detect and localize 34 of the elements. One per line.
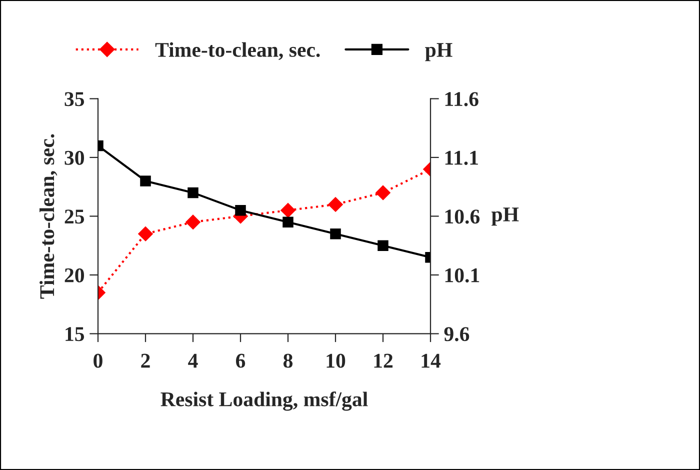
y-axis-title: Time-to-clean, sec. xyxy=(40,134,58,299)
x-tick-label: 2 xyxy=(141,354,150,368)
point xyxy=(328,197,343,212)
point xyxy=(280,202,296,218)
point xyxy=(140,176,151,186)
y-tick-label: 30 xyxy=(64,150,84,165)
legend-label: pH xyxy=(425,43,452,62)
point xyxy=(188,187,198,198)
point xyxy=(186,214,200,230)
point xyxy=(330,228,341,240)
y-tick-label: 15 xyxy=(66,327,84,342)
y-tick-label: 25 xyxy=(64,210,84,224)
y-tick-label: 20 xyxy=(64,268,84,282)
point xyxy=(376,185,390,200)
x-tick-label: 0 xyxy=(94,354,102,368)
y2-tick-label: 9.6 xyxy=(444,327,470,342)
x-axis-title: Resist Loading, msf/gal xyxy=(160,391,368,411)
x-tick-label: 10 xyxy=(326,354,346,368)
x-tick-label: 8 xyxy=(283,354,293,368)
y2-axis-title: pH xyxy=(492,208,519,226)
y2-tick-label: 10.6 xyxy=(445,210,480,224)
x-tick-label: 12 xyxy=(374,354,393,368)
y2-tick-label: 11.1 xyxy=(445,150,478,165)
y-tick-label: 35 xyxy=(64,92,84,106)
legend-label: Time-to-clean, sec. xyxy=(155,42,320,60)
point xyxy=(282,216,294,228)
point xyxy=(138,226,153,242)
x-tick-label: 14 xyxy=(422,354,441,368)
x-tick-label: 6 xyxy=(236,354,246,368)
point xyxy=(235,204,246,216)
y2-tick-label: 11.6 xyxy=(445,92,478,106)
point xyxy=(378,240,388,251)
y2-tick-label: 10.1 xyxy=(445,268,480,282)
x-tick-label: 4 xyxy=(188,354,198,368)
